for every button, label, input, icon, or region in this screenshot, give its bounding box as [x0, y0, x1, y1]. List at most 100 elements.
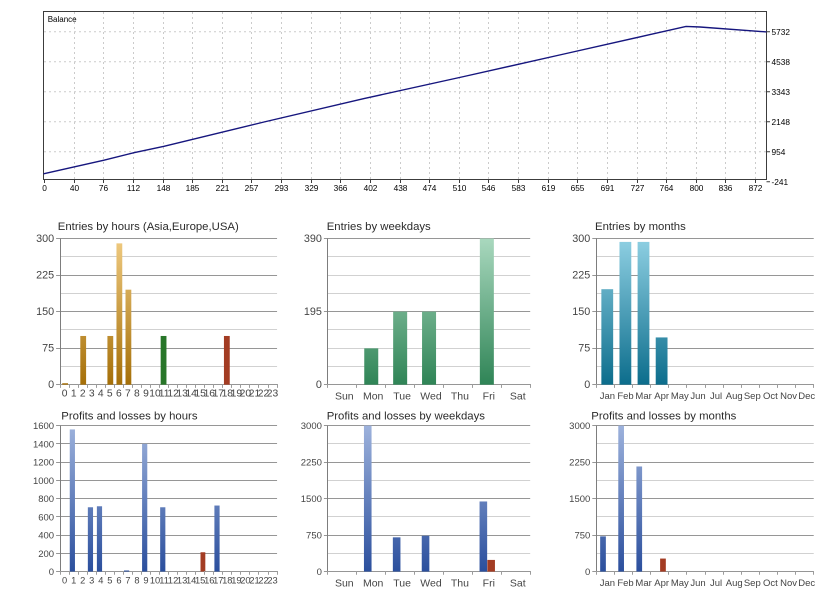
svg-text:1600: 1600 — [33, 421, 54, 432]
svg-text:Mon: Mon — [363, 391, 384, 403]
svg-text:0: 0 — [317, 567, 322, 578]
svg-text:4: 4 — [98, 576, 103, 586]
svg-text:0: 0 — [62, 576, 67, 586]
svg-text:Dec: Dec — [798, 391, 815, 402]
svg-text:583: 583 — [512, 183, 526, 193]
svg-text:112: 112 — [127, 183, 141, 193]
svg-text:4: 4 — [98, 389, 104, 400]
svg-text:691: 691 — [601, 183, 615, 193]
svg-text:Wed: Wed — [420, 578, 442, 590]
svg-text:17: 17 — [213, 389, 225, 400]
svg-text:Mar: Mar — [635, 391, 651, 402]
svg-text:Entries by hours (Asia,Europe,: Entries by hours (Asia,Europe,USA) — [58, 221, 239, 233]
svg-text:727: 727 — [631, 183, 645, 193]
svg-text:0: 0 — [584, 379, 590, 391]
svg-text:Feb: Feb — [617, 391, 633, 402]
svg-text:0: 0 — [42, 183, 47, 193]
svg-text:Thu: Thu — [451, 578, 469, 590]
svg-text:21: 21 — [249, 389, 261, 400]
svg-text:1500: 1500 — [301, 494, 322, 505]
svg-text:17: 17 — [213, 576, 223, 586]
svg-text:872: 872 — [749, 183, 763, 193]
svg-text:0: 0 — [62, 389, 68, 400]
svg-text:21: 21 — [249, 576, 259, 586]
svg-text:Profits and losses by weekdays: Profits and losses by weekdays — [327, 411, 486, 423]
svg-text:Fri: Fri — [483, 391, 495, 403]
svg-text:Sep: Sep — [744, 391, 761, 402]
svg-text:1200: 1200 — [33, 458, 54, 469]
svg-text:Jun: Jun — [690, 578, 705, 589]
svg-text:Jan: Jan — [600, 391, 615, 402]
svg-text:221: 221 — [216, 183, 230, 193]
svg-text:150: 150 — [572, 306, 590, 318]
svg-text:402: 402 — [364, 183, 378, 193]
svg-text:Apr: Apr — [654, 578, 669, 589]
svg-text:764: 764 — [660, 183, 674, 193]
svg-text:Sep: Sep — [744, 578, 761, 589]
svg-text:Sat: Sat — [510, 578, 526, 590]
svg-text:3000: 3000 — [569, 421, 590, 432]
svg-text:3: 3 — [89, 389, 95, 400]
svg-text:22: 22 — [258, 389, 270, 400]
svg-text:20: 20 — [240, 389, 252, 400]
svg-text:5: 5 — [107, 389, 113, 400]
svg-text:15: 15 — [195, 576, 205, 586]
svg-text:Jun: Jun — [690, 391, 705, 402]
svg-text:366: 366 — [334, 183, 348, 193]
svg-text:10: 10 — [149, 389, 161, 400]
svg-text:954: 954 — [772, 147, 786, 157]
svg-text:257: 257 — [245, 183, 259, 193]
svg-text:Oct: Oct — [763, 578, 778, 589]
svg-text:16: 16 — [204, 389, 216, 400]
svg-text:3343: 3343 — [772, 87, 791, 97]
svg-text:7: 7 — [125, 576, 130, 586]
svg-text:Wed: Wed — [420, 391, 442, 403]
svg-text:750: 750 — [306, 531, 322, 542]
svg-text:20: 20 — [240, 576, 250, 586]
svg-text:195: 195 — [304, 306, 322, 318]
svg-text:23: 23 — [267, 576, 277, 586]
svg-text:2: 2 — [80, 389, 86, 400]
svg-text:Nov: Nov — [780, 391, 797, 402]
svg-text:18: 18 — [222, 389, 234, 400]
svg-text:Mon: Mon — [363, 578, 384, 590]
svg-text:Sat: Sat — [510, 391, 526, 403]
svg-text:Entries by weekdays: Entries by weekdays — [327, 221, 431, 233]
svg-text:8: 8 — [134, 576, 139, 586]
svg-text:390: 390 — [304, 233, 322, 245]
svg-text:619: 619 — [542, 183, 556, 193]
svg-text:438: 438 — [394, 183, 408, 193]
svg-text:Balance: Balance — [48, 15, 77, 24]
svg-text:Feb: Feb — [617, 578, 633, 589]
svg-text:300: 300 — [36, 233, 54, 245]
svg-text:3: 3 — [89, 576, 94, 586]
svg-text:13: 13 — [176, 389, 188, 400]
svg-text:Dec: Dec — [798, 578, 815, 589]
svg-text:14: 14 — [185, 389, 197, 400]
svg-text:12: 12 — [168, 576, 178, 586]
svg-text:2250: 2250 — [569, 458, 590, 469]
svg-text:185: 185 — [186, 183, 200, 193]
svg-text:10: 10 — [150, 576, 160, 586]
svg-text:Mar: Mar — [635, 578, 651, 589]
svg-text:300: 300 — [572, 233, 590, 245]
svg-text:Jul: Jul — [710, 391, 722, 402]
svg-text:Aug: Aug — [726, 391, 743, 402]
svg-text:0: 0 — [316, 379, 322, 391]
svg-text:Fri: Fri — [483, 578, 495, 590]
svg-text:3000: 3000 — [301, 421, 322, 432]
svg-text:546: 546 — [482, 183, 496, 193]
svg-text:23: 23 — [267, 389, 279, 400]
svg-text:2148: 2148 — [772, 117, 791, 127]
svg-text:19: 19 — [231, 576, 241, 586]
svg-text:11: 11 — [159, 389, 170, 400]
svg-text:Oct: Oct — [763, 391, 778, 402]
svg-text:Sun: Sun — [335, 391, 354, 403]
svg-text:Jan: Jan — [600, 578, 615, 589]
svg-text:400: 400 — [38, 531, 54, 542]
svg-text:Profits and losses by months: Profits and losses by months — [591, 411, 736, 423]
svg-text:-241: -241 — [772, 177, 789, 187]
svg-text:Aug: Aug — [726, 578, 743, 589]
svg-text:1000: 1000 — [33, 476, 54, 487]
svg-text:11: 11 — [159, 576, 169, 586]
